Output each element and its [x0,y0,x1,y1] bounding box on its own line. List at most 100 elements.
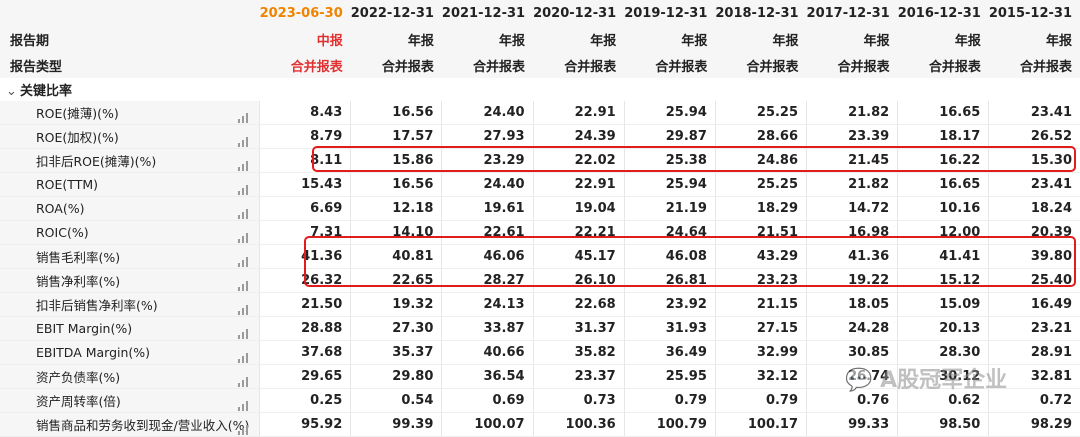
date-header[interactable]: 2019-12-31 [624,0,716,26]
bar-chart-icon[interactable] [238,348,251,363]
value-cell: 8.43 [259,101,351,125]
value-cell: 0.25 [259,388,351,413]
value-cell: 14.10 [350,220,442,245]
table-row: ROE(加权)(%) 8.79 17.57 27.93 24.39 29.87 28.66 2… [0,124,1080,149]
date-header[interactable]: 2015-12-31 [988,0,1080,26]
value-cell: 39.80 [988,244,1080,269]
value-cell: 25.25 [714,172,807,197]
value-cell: 31.93 [623,316,716,341]
bar-chart-icon[interactable] [238,204,251,219]
section-row[interactable]: ⌄ 关键比率 [0,78,1080,101]
value-cell: 6.69 [259,196,351,221]
value-cell: 46.08 [623,244,716,269]
row-label-text: ROIC(%) [36,225,89,240]
bar-chart-icon[interactable] [238,372,251,387]
bar-chart-icon[interactable] [238,276,251,291]
value-cell: 18.05 [806,292,898,317]
report-type: 合并报表 [259,52,351,78]
section-spacer [624,78,715,101]
section-label: 关键比率 [20,84,73,99]
bar-chart-icon[interactable] [238,252,251,267]
date-header[interactable]: 2023-06-30 [259,0,351,26]
watermark-text: A股冠军企业 [880,368,1008,393]
type-label: 报告类型 [0,52,260,78]
value-cell: 15.43 [259,172,351,197]
report-type: 合并报表 [441,52,534,78]
section-key-ratios[interactable]: ⌄ 关键比率 [0,78,260,101]
wechat-icon: 💬 [845,368,873,393]
date-header[interactable]: 2018-12-31 [715,0,807,26]
row-label: ROA(%) [0,196,260,221]
chevron-down-icon[interactable]: ⌄ [6,84,17,99]
value-cell: 0.73 [532,388,625,413]
report-type: 合并报表 [715,52,807,78]
table-row: ROIC(%) 7.31 14.10 22.61 22.21 24.64 21.51 16.9… [0,220,1080,245]
period-type: 年报 [988,26,1080,52]
value-cell: 29.87 [623,124,716,149]
period-type: 年报 [350,26,442,52]
date-header[interactable]: 2022-12-31 [350,0,442,26]
section-spacer [898,78,989,101]
report-type: 合并报表 [624,52,716,78]
value-cell: 19.32 [350,292,442,317]
value-cell: 21.82 [806,172,898,197]
section-spacer [351,78,442,101]
period-type: 年报 [897,26,989,52]
row-label: ROE(TTM) [0,172,260,197]
table-row: 扣非后ROE(摊薄)(%) 8.11 15.86 23.29 22.02 25.38 24.… [0,148,1080,173]
value-cell: 16.98 [806,220,898,245]
value-cell: 16.65 [897,101,989,125]
value-cell: 46.06 [441,244,534,269]
value-cell: 21.82 [806,101,898,125]
value-cell: 26.81 [623,268,716,293]
value-cell: 24.40 [441,172,534,197]
value-cell: 24.40 [441,101,534,125]
value-cell: 35.37 [350,340,442,365]
report-type: 合并报表 [533,52,625,78]
value-cell: 35.82 [532,340,625,365]
value-cell: 25.94 [623,172,716,197]
value-cell: 25.40 [988,268,1080,293]
row-label: ROE(加权)(%) [0,124,260,149]
value-cell: 37.68 [259,340,351,365]
row-label: 扣非后ROE(摊薄)(%) [0,148,260,173]
row-label-text: EBIT Margin(%) [36,321,133,336]
value-cell: 12.18 [350,196,442,221]
bar-chart-icon[interactable] [238,180,251,195]
bar-chart-icon[interactable] [238,156,251,171]
row-label-text: 销售商品和劳务收到现金/营业收入(%) [36,418,250,433]
date-header[interactable]: 2020-12-31 [533,0,625,26]
value-cell: 16.65 [897,172,989,197]
value-cell: 16.56 [350,101,442,125]
date-header[interactable]: 2017-12-31 [806,0,898,26]
period-type: 年报 [806,26,898,52]
bar-chart-icon[interactable] [238,396,251,411]
date-header[interactable]: 2021-12-31 [441,0,534,26]
table-row: 资产周转率(倍) 0.25 0.54 0.69 0.73 0.79 0.79 0.76 0.62… [0,388,1080,413]
value-cell: 21.15 [714,292,807,317]
value-cell: 27.15 [714,316,807,341]
value-cell: 30.85 [806,340,898,365]
value-cell: 36.49 [623,340,716,365]
value-cell: 15.09 [897,292,989,317]
date-header[interactable]: 2016-12-31 [897,0,989,26]
row-label-text: 资产负债率(%) [36,370,121,385]
value-cell: 24.64 [623,220,716,245]
row-label-text: ROE(TTM) [36,177,99,192]
bar-chart-icon[interactable] [238,420,251,435]
value-cell: 0.69 [441,388,534,413]
bar-chart-icon[interactable] [238,132,251,147]
bar-chart-icon[interactable] [238,228,251,243]
bar-chart-icon[interactable] [238,324,251,339]
period-label: 报告期 [0,26,260,52]
bar-chart-icon[interactable] [238,108,251,123]
value-cell: 26.74 [806,364,898,389]
row-label: 资产负债率(%) [0,364,260,389]
bar-chart-icon[interactable] [238,300,251,315]
row-label: 扣非后销售净利率(%) [0,292,260,317]
value-cell: 28.88 [259,316,351,341]
row-label: 销售毛利率(%) [0,244,260,269]
value-cell: 29.65 [259,364,351,389]
watermark: 💬 A股冠军企业 [845,362,1007,394]
value-cell: 32.99 [714,340,807,365]
